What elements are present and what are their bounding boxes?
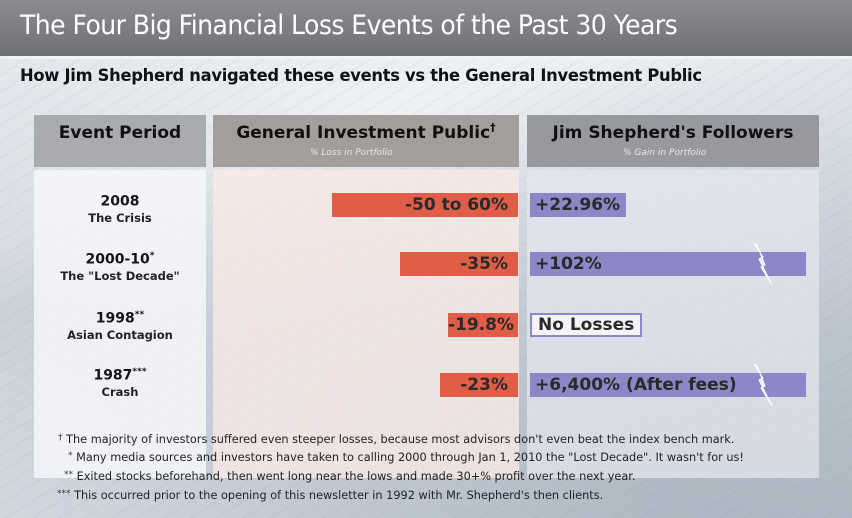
dagger-marker: †: [490, 121, 496, 134]
gain-bar: +22.96%: [530, 193, 627, 217]
event-name: Crash: [101, 384, 139, 399]
loss-bar: -23%: [440, 373, 518, 397]
footnote-3: *** This occurred prior to the opening o…: [57, 489, 603, 502]
footnote-text: The majority of investors suffered even …: [66, 433, 735, 446]
event-row-3: 1987*** Crash: [34, 367, 206, 399]
event-mark: **: [134, 310, 145, 320]
event-mark: ***: [132, 367, 147, 377]
gain-bar: +6,400% (After fees): [530, 373, 806, 397]
general-public-header: General Investment Public† % Loss in Por…: [213, 115, 519, 167]
loss-bar: -19.8%: [448, 313, 518, 337]
axis-break-icon: [753, 243, 773, 285]
loss-bar: -50 to 60%: [332, 193, 518, 217]
footnote-text: This occurred prior to the opening of th…: [74, 489, 604, 502]
footnote-text: Exited stocks beforehand, then went long…: [76, 470, 636, 483]
gain-bar: No Losses: [530, 313, 642, 337]
event-row-0: 2008 The Crisis: [34, 193, 206, 225]
footnote-mark: †: [58, 433, 63, 443]
footnote-mark: **: [64, 470, 73, 480]
event-period-label: Event Period: [58, 123, 182, 143]
event-name: Asian Contagion: [67, 327, 173, 342]
chart-subtitle: How Jim Shepherd navigated these events …: [20, 66, 702, 86]
axis-break-icon: [753, 364, 773, 406]
footnote-0: † The majority of investors suffered eve…: [58, 433, 734, 446]
event-row-1: 2000-10* The "Lost Decade": [34, 251, 206, 283]
event-name: The Crisis: [88, 210, 152, 225]
event-period-header: Event Period: [34, 115, 206, 167]
chart-title: The Four Big Financial Loss Events of th…: [20, 10, 678, 41]
footnote-mark: *: [68, 451, 73, 461]
loss-bar: -35%: [399, 252, 518, 276]
event-mark: *: [149, 251, 155, 261]
footnote-text: Many media sources and investors have ta…: [76, 451, 744, 464]
footnote-mark: ***: [57, 489, 71, 499]
event-name: The "Lost Decade": [60, 268, 180, 283]
footnote-2: ** Exited stocks beforehand, then went l…: [64, 470, 635, 483]
event-year: 2000-10: [85, 251, 150, 268]
event-year: 1987: [93, 367, 133, 384]
jim-followers-sublabel: % Gain in Portfolio: [623, 148, 707, 158]
jim-followers-header: Jim Shepherd's Followers % Gain in Portf…: [527, 115, 819, 167]
general-public-sublabel: % Loss in Portfolio: [310, 148, 393, 158]
footnote-1: * Many media sources and investors have …: [68, 451, 744, 464]
event-year: 2008: [100, 193, 140, 210]
event-year: 1998: [95, 310, 135, 327]
jim-followers-label: Jim Shepherd's Followers: [552, 123, 794, 143]
event-period-body: [34, 170, 206, 478]
title-bar: The Four Big Financial Loss Events of th…: [0, 0, 852, 59]
event-row-2: 1998** Asian Contagion: [34, 310, 206, 342]
general-public-label: General Investment Public: [236, 123, 491, 143]
gain-bar: +102%: [530, 252, 806, 276]
